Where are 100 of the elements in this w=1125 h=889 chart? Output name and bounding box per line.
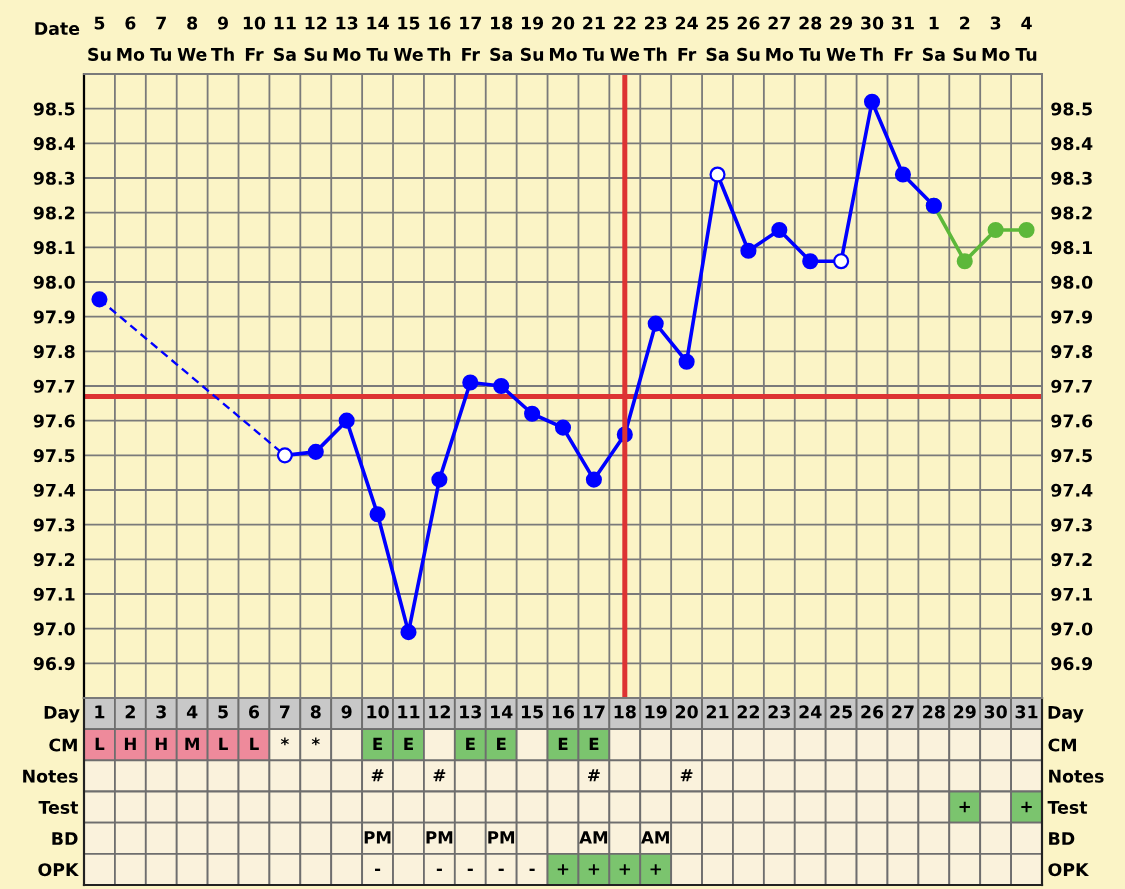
x-tick-label: 1 Sa <box>922 16 945 61</box>
y2-tick-label: 98.5 <box>1051 102 1092 116</box>
x2-tick-label: 17 <box>583 705 605 719</box>
x2-axis-title: Day <box>44 706 80 723</box>
y-tick-label: 97.8 <box>33 345 75 359</box>
y-tick-label: 98.4 <box>33 137 75 151</box>
y2-tick-label: 97.2 <box>1051 553 1092 567</box>
text: Day <box>1048 706 1084 723</box>
text: * <box>311 737 320 746</box>
x-tick-label: 9 Th <box>211 16 234 61</box>
x-tick-label: 21 Tu <box>582 16 605 61</box>
category-label: BD <box>1049 832 1075 845</box>
text: + <box>650 864 661 875</box>
text: L <box>219 737 228 750</box>
x-tick-label: 26 Su <box>737 16 760 61</box>
x2-tick-label: 30 <box>984 705 1007 719</box>
text: E <box>373 737 383 750</box>
text: PM <box>488 831 515 844</box>
x2-tick-label: 2 <box>125 705 135 719</box>
y-tick-label: 97.9 <box>33 310 75 324</box>
x-tick-label: 12 Su <box>304 16 327 61</box>
category-label: BD <box>52 832 78 845</box>
y-tick-label: 98.5 <box>33 102 75 116</box>
y-tick-label: 97.2 <box>33 553 75 567</box>
category-label: Test <box>1047 801 1088 814</box>
x-tick-label: 19 Su <box>520 16 544 61</box>
y2-tick-label: 97.6 <box>1051 414 1093 428</box>
text: H <box>155 737 167 750</box>
x2-tick-label: 15 <box>521 705 543 719</box>
x-tick-label: 29 We <box>826 16 856 61</box>
x-tick-label: 30 Th <box>860 16 884 61</box>
y2-tick-label: 98.0 <box>1051 275 1093 289</box>
text: E <box>466 737 475 750</box>
x2-tick-label: 6 <box>249 705 260 719</box>
x2-tick-label: 21 <box>706 705 729 719</box>
x2-tick-label: 23 <box>768 705 791 719</box>
y2-tick-label: 97.5 <box>1051 449 1092 463</box>
x-tick-label: 8 We <box>177 16 207 61</box>
x2-tick-label: 16 <box>552 705 575 719</box>
text: # <box>680 769 693 782</box>
text: H <box>124 737 136 750</box>
text: - <box>498 868 504 872</box>
x-tick-label: 15 We <box>393 16 423 61</box>
x-tick-label: 22 We <box>610 16 640 61</box>
x-tick-label: 17 Fr <box>460 16 481 61</box>
text: + <box>1021 801 1032 813</box>
x2-tick-label: 25 <box>830 705 852 719</box>
x2-tick-label: 1 <box>95 705 105 719</box>
text: + <box>619 864 631 875</box>
text: - <box>467 868 473 872</box>
x-tick-label: 27 Mo <box>766 16 794 61</box>
y-tick-label: 98.1 <box>33 241 75 255</box>
y-tick-label: 97.3 <box>33 518 75 532</box>
text: L <box>95 737 105 750</box>
text: # <box>588 769 600 782</box>
x2-tick-label: 28 <box>923 705 945 719</box>
x2-tick-label: 7 <box>279 705 290 719</box>
y2-tick-label: 97.9 <box>1051 310 1093 324</box>
text: + <box>557 864 569 875</box>
x-tick-label: 3 Mo <box>982 16 1010 61</box>
x-tick-label: 10 Fr <box>243 16 266 61</box>
y-tick-label: 98.2 <box>33 206 75 220</box>
y2-tick-label: 97.8 <box>1051 345 1093 359</box>
text: M <box>185 737 199 750</box>
text: E <box>558 737 568 750</box>
x2-tick-label: 20 <box>675 705 698 719</box>
category-label: Notes <box>23 769 78 783</box>
text: E <box>589 737 599 750</box>
text: PM <box>426 831 453 844</box>
category-label: OPK <box>38 863 79 877</box>
x-tick-label: 25 Sa <box>706 16 729 61</box>
x-tick-label: 18 Sa <box>490 16 513 61</box>
x2-tick-label: 22 <box>737 705 759 719</box>
x2-tick-label: 27 <box>892 705 914 719</box>
y2-tick-label: 97.7 <box>1051 379 1092 393</box>
x2-tick-label: 29 <box>954 705 976 719</box>
y2-tick-label: 97.3 <box>1051 518 1092 532</box>
y2-tick-label: 98.3 <box>1051 171 1092 185</box>
category-label: OPK <box>1048 863 1090 877</box>
text: + <box>959 801 970 813</box>
y-tick-label: 97.1 <box>33 587 75 601</box>
category-label: Test <box>38 801 79 814</box>
y2-tick-label: 97.0 <box>1051 622 1093 636</box>
x-tick-label: 23 Th <box>643 16 667 61</box>
text: E <box>404 737 413 750</box>
text: - <box>529 868 535 872</box>
y2-tick-label: 98.1 <box>1051 241 1092 255</box>
text: E <box>497 737 506 750</box>
y-tick-label: 97.4 <box>33 483 75 497</box>
x2-tick-label: 26 <box>861 705 884 719</box>
x-tick-label: 16 Th <box>427 16 451 61</box>
text: * <box>280 737 289 746</box>
y2-tick-label: 96.9 <box>1051 657 1093 671</box>
y2-tick-label: 98.4 <box>1051 137 1093 151</box>
x-tick-label: 28 Tu <box>799 16 822 61</box>
x-tick-label: 31 Fr <box>892 16 914 61</box>
y-tick-label: 97.5 <box>33 449 75 463</box>
x-tick-label: 11 Sa <box>274 16 296 61</box>
x-tick-label: 5 Su <box>88 16 111 61</box>
x-tick-label: 2 Su <box>953 16 976 61</box>
